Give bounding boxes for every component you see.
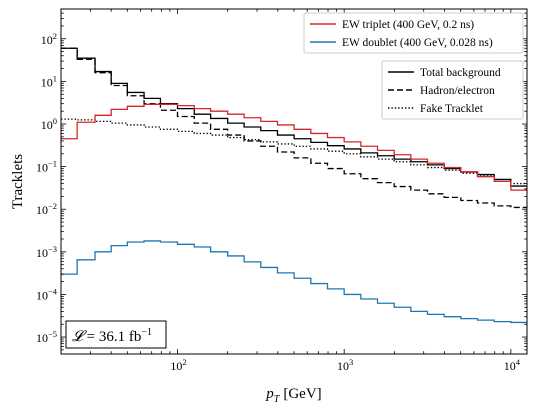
y-tick-label: 102 [41,31,57,47]
axis-tick-labels: 102 103 104 10−5 10−4 10−3 10−2 10−1 100 101 102 [36,31,521,373]
legend-label-2: Total background [420,67,501,79]
x-axis-label-main: p [265,386,274,402]
series-line-0 [61,103,527,191]
legend-signal-box [303,12,524,54]
y-tick-label: 10−3 [36,244,57,260]
series-line-4 [61,118,527,185]
y-axis-label: Tracklets [10,154,26,209]
x-tick-label: 104 [504,357,521,373]
y-tick-label: 100 [41,116,57,132]
y-tick-label: 10−1 [36,159,57,175]
legend-background: Total background Hadron/electron Fake Trac… [381,60,524,120]
plot-series [61,47,527,324]
legend-label-3: Hadron/electron [420,85,495,97]
luminosity-annotation: 𝓛 = 36.1 fb−1 [65,320,167,349]
legend-background-box [381,60,524,120]
luminosity-value: = 36.1 fb [83,329,141,345]
axis-ticks [60,8,527,355]
x-tick-label: 103 [337,357,353,373]
x-axis-label-sub: T [274,394,281,405]
legend-label-1: EW doublet (400 GeV, 0.028 ns) [342,37,493,49]
luminosity-label: 𝓛 = 36.1 fb−1 [72,327,152,345]
y-tick-label: 10−4 [36,286,58,302]
legend-label-4: Fake Tracklet [420,103,484,115]
x-axis-label-unit: [GeV] [283,386,321,402]
y-tick-label: 101 [41,73,57,89]
legend-label-0: EW triplet (400 GeV, 0.2 ns) [342,19,474,31]
luminosity-exponent: −1 [141,327,152,338]
legend-signal: EW triplet (400 GeV, 0.2 ns) EW doublet (… [303,12,524,54]
y-tick-label: 10−2 [36,201,57,217]
x-axis-label: pT [GeV] [265,386,321,405]
luminosity-box [65,320,167,349]
x-tick-label: 102 [170,357,186,373]
y-tick-label: 10−5 [36,329,57,345]
series-line-1 [61,240,527,324]
